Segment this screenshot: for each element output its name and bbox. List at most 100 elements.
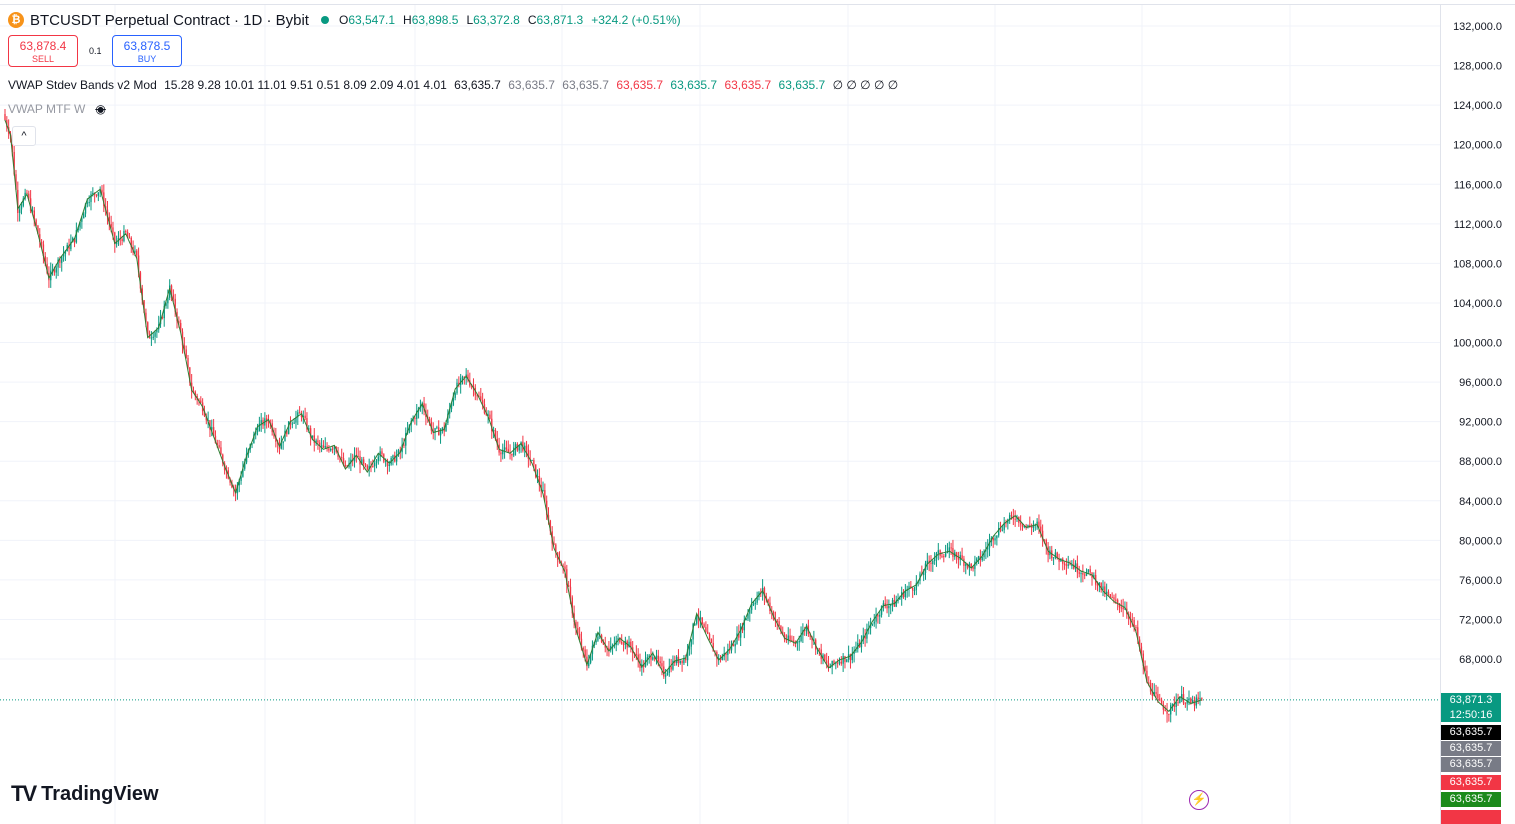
candle-body xyxy=(46,263,48,274)
candle-body xyxy=(584,649,586,657)
candle-body xyxy=(763,587,766,597)
candle-body xyxy=(1036,521,1038,525)
candle-body xyxy=(200,400,202,403)
candle-body xyxy=(189,367,191,383)
indicator-value: 63,635.7 xyxy=(616,78,664,92)
candle-body xyxy=(855,649,857,652)
candle-body xyxy=(524,445,526,451)
tradingview-logo[interactable]: TV TradingView xyxy=(11,781,159,807)
price-tick-label: 132,000.0 xyxy=(1453,21,1502,33)
candle-body xyxy=(1041,530,1044,540)
candle-body xyxy=(187,358,189,368)
candle-body xyxy=(1012,516,1015,519)
candle-body xyxy=(674,660,676,664)
candle-body xyxy=(1199,697,1201,700)
candle-body xyxy=(253,434,255,444)
candle-body xyxy=(491,418,493,432)
candle-body xyxy=(75,230,78,243)
candle-body xyxy=(725,653,727,655)
symbol-title[interactable]: BTCUSDT Perpetual Contract · 1D · Bybit xyxy=(30,11,309,29)
symbol-legend[interactable]: ₿ BTCUSDT Perpetual Contract · 1D · Bybi… xyxy=(8,11,681,29)
candle-body xyxy=(452,397,455,405)
price-tick-label: 116,000.0 xyxy=(1454,179,1502,191)
candle-body xyxy=(997,528,1000,536)
candle-body xyxy=(747,613,749,619)
candle-body xyxy=(68,245,70,250)
candle-body xyxy=(1197,697,1199,700)
candle-body xyxy=(525,445,528,450)
candle-body xyxy=(362,459,365,464)
candle-body xyxy=(782,631,784,635)
sell-button[interactable]: 63,878.4 SELL xyxy=(8,35,78,67)
indicator-legend-vwap-stdev[interactable]: VWAP Stdev Bands v2 Mod 15.28 9.28 10.01… xyxy=(8,78,902,92)
candle-body xyxy=(908,586,910,589)
candle-body xyxy=(1105,591,1108,594)
candle-body xyxy=(1188,698,1190,701)
candle-body xyxy=(386,460,389,466)
candle-body xyxy=(644,659,647,667)
candle-body xyxy=(450,404,453,409)
candle-body xyxy=(39,234,41,242)
tradingview-logo-text: TradingView xyxy=(41,782,159,805)
candle-body xyxy=(1089,569,1091,573)
candle-body xyxy=(622,643,625,645)
indicator-name: VWAP Stdev Bands v2 Mod xyxy=(8,78,157,92)
candle-body xyxy=(313,435,315,443)
candle-body xyxy=(566,569,568,586)
price-tick-label: 124,000.0 xyxy=(1453,100,1502,112)
candle-body xyxy=(1190,698,1192,704)
candle-body xyxy=(873,621,875,624)
candle-body xyxy=(736,633,738,644)
candle-body xyxy=(70,242,72,250)
candle-body xyxy=(1029,525,1031,527)
indicator-legend-vwap-mtf[interactable]: VWAP MTF W ◉ xyxy=(8,102,106,116)
candle-body xyxy=(330,448,332,451)
candle-body xyxy=(1084,574,1086,576)
candle-body xyxy=(99,189,101,193)
candle-body xyxy=(686,649,689,661)
candle-body xyxy=(796,642,799,644)
candle-body xyxy=(372,466,374,468)
buy-button[interactable]: 63,878.5 BUY xyxy=(112,35,182,67)
candle-body xyxy=(185,349,187,359)
candle-body xyxy=(220,447,222,455)
candle-body xyxy=(500,452,502,455)
candle-body xyxy=(582,648,584,650)
candle-body xyxy=(944,553,947,557)
collapse-legend-button[interactable]: ^ xyxy=(12,126,36,146)
lightning-icon[interactable]: ⚡ xyxy=(1189,790,1209,810)
indicator-price-tag: 63,635.7 xyxy=(1441,792,1501,807)
candle-body xyxy=(439,430,442,436)
candle-body xyxy=(866,628,868,639)
candle-body xyxy=(101,189,103,193)
candle-body xyxy=(344,465,347,467)
price-change: +324.2 (+0.51%) xyxy=(591,13,681,27)
candle-body xyxy=(436,427,438,429)
candle-body xyxy=(1080,573,1082,575)
candle-body xyxy=(476,395,478,397)
candle-body xyxy=(368,465,370,470)
indicator-value: 63,635.7 xyxy=(454,78,501,92)
candle-body xyxy=(922,573,925,576)
candle-body xyxy=(106,209,109,217)
candle-body xyxy=(1193,700,1196,706)
candle-body xyxy=(458,382,460,385)
candle-body xyxy=(564,566,566,570)
candle-body xyxy=(317,440,319,443)
candle-body xyxy=(668,666,670,674)
candle-body xyxy=(1073,564,1075,569)
candle-body xyxy=(1043,539,1046,541)
candle-body xyxy=(765,596,767,600)
candle-body xyxy=(103,192,105,207)
market-status-dot-icon[interactable] xyxy=(320,16,329,24)
candle-body xyxy=(121,239,123,241)
candle-body xyxy=(1003,522,1005,530)
candle-body xyxy=(694,623,696,625)
candle-body xyxy=(578,633,581,639)
candle-body xyxy=(1100,582,1102,590)
candle-body xyxy=(361,459,363,465)
eye-off-icon[interactable]: ◉ xyxy=(95,102,106,116)
candle-body xyxy=(646,657,649,660)
candle-body xyxy=(825,660,828,664)
